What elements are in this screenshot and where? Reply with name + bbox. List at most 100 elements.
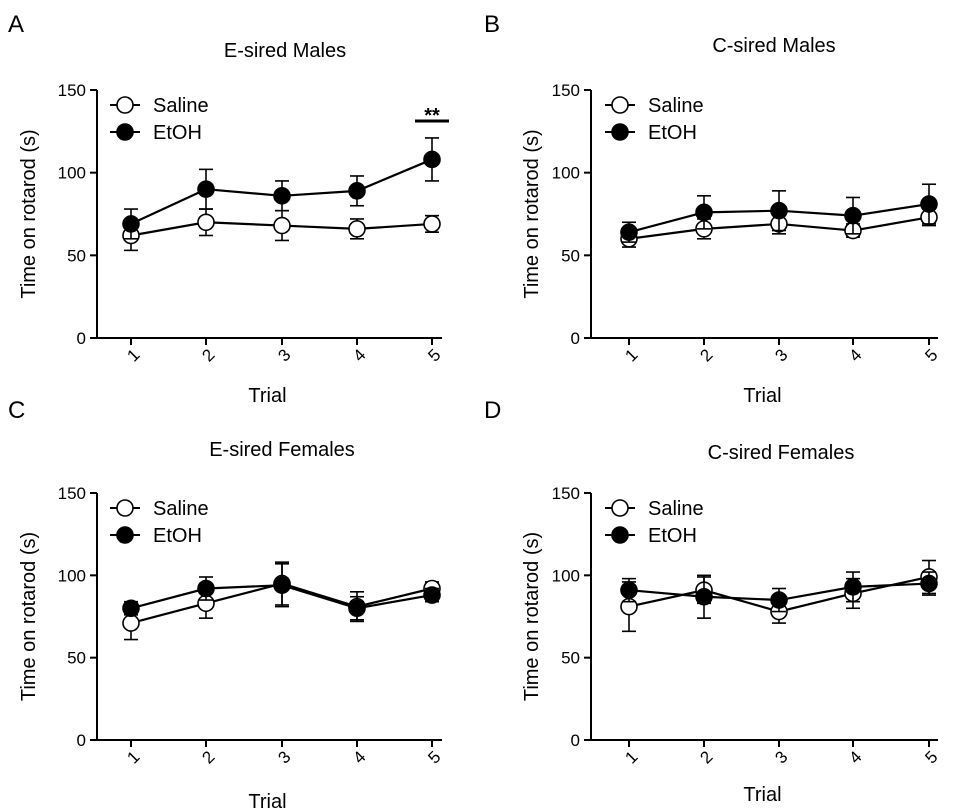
x-tick-label: 1: [621, 747, 641, 767]
chart-title: C-sired Females: [708, 442, 855, 464]
series-etoh: [620, 571, 938, 619]
y-tick-label: 150: [58, 81, 86, 100]
data-point-filled: [920, 574, 938, 593]
x-tick-label: 4: [845, 747, 865, 767]
y-tick-label: 100: [58, 566, 86, 585]
data-point-open: [273, 216, 291, 235]
x-axis-label: Trial: [743, 784, 781, 806]
x-tick-label: 1: [621, 345, 641, 365]
data-point-filled: [770, 201, 788, 220]
x-axis-label: Trial: [248, 791, 286, 811]
y-tick-label: 0: [571, 329, 580, 348]
legend: Saline EtOH: [605, 498, 704, 547]
x-tick-label: 2: [696, 345, 716, 365]
y-axis-label: Time on rotarod (s): [521, 532, 543, 701]
legend-marker: [116, 96, 134, 114]
panel-a: A E-sired Males 0 50 100 150 1 2 3 4 5 Time on rota…: [8, 11, 449, 407]
chart-title: C-sired Males: [712, 35, 835, 57]
x-tick-label: 5: [424, 345, 444, 365]
legend-label: Saline: [648, 95, 704, 117]
legend-label: EtOH: [648, 525, 697, 547]
panel-c: C E-sired Females 0 50 100 150 1 2 3 4 5 Time on ro…: [8, 397, 445, 811]
data-point-filled: [122, 599, 140, 618]
data-point-open: [122, 614, 140, 632]
series-etoh: [122, 137, 441, 240]
panel-letter: D: [484, 397, 501, 424]
data-point-filled: [844, 206, 862, 225]
panel-b: B C-sired Males 0 50 100 150 1 2 3 4 5 Time on rota…: [484, 11, 942, 407]
y-tick-label: 50: [67, 246, 86, 265]
series-saline: [122, 208, 441, 252]
x-tick-label: 5: [921, 747, 941, 767]
legend-label: Saline: [153, 95, 209, 117]
data-point-filled: [695, 203, 713, 222]
data-point-open: [348, 220, 366, 238]
x-tick-label: 2: [198, 747, 218, 767]
legend: Saline EtOH: [110, 95, 209, 144]
x-tick-label: 3: [771, 747, 791, 767]
legend-marker: [116, 499, 134, 517]
x-tick-label: 4: [349, 345, 369, 365]
y-tick-label: 150: [58, 484, 86, 503]
data-point-filled: [620, 223, 638, 241]
legend: Saline EtOH: [110, 498, 209, 547]
y-tick-label: 100: [58, 164, 86, 183]
x-tick-label: 4: [845, 345, 865, 365]
chart-title: E-sired Males: [224, 40, 346, 62]
data-point-filled: [423, 150, 441, 169]
data-point-filled: [273, 187, 291, 205]
y-axis-label: Time on rotarod (s): [521, 129, 543, 298]
panel-letter: B: [484, 11, 500, 38]
data-point-filled: [695, 587, 713, 606]
legend-label: Saline: [153, 498, 209, 520]
y-tick-label: 50: [67, 649, 86, 668]
y-tick-label: 50: [561, 649, 580, 668]
chart-title: E-sired Females: [209, 439, 355, 461]
data-point-filled: [770, 591, 788, 609]
data-point-filled: [423, 586, 441, 604]
legend-marker: [611, 96, 629, 114]
legend-marker: [116, 526, 134, 544]
y-tick-label: 100: [552, 164, 580, 183]
y-axis-label: Time on rotarod (s): [18, 532, 40, 701]
y-tick-label: 150: [552, 81, 580, 100]
data-point-filled: [348, 182, 366, 200]
x-tick-label: 5: [424, 747, 444, 767]
data-point-filled: [273, 576, 291, 595]
data-point-filled: [844, 578, 862, 596]
panel-d: D C-sired Females 0 50 100 150 1 2 3 4 5 Time on ro…: [484, 397, 942, 806]
data-point-open: [423, 215, 441, 233]
data-point-filled: [348, 599, 366, 618]
legend-label: Saline: [648, 498, 704, 520]
x-tick-label: 2: [696, 747, 716, 767]
panel-letter: A: [8, 11, 24, 38]
data-point-filled: [920, 195, 938, 213]
data-point-filled: [197, 180, 215, 198]
x-tick-label: 4: [349, 747, 369, 767]
y-tick-label: 50: [561, 246, 580, 265]
y-tick-label: 0: [77, 731, 86, 750]
y-tick-label: 150: [552, 484, 580, 503]
legend: Saline EtOH: [605, 95, 704, 144]
x-tick-label: 3: [771, 345, 791, 365]
x-tick-label: 5: [921, 345, 941, 365]
legend-marker: [116, 123, 134, 141]
legend-label: EtOH: [153, 122, 202, 144]
x-tick-label: 3: [274, 345, 294, 365]
panel-letter: C: [8, 397, 25, 424]
y-tick-label: 0: [571, 731, 580, 750]
legend-marker: [611, 526, 629, 544]
legend-marker: [611, 123, 629, 141]
y-tick-label: 0: [77, 329, 86, 348]
x-tick-label: 1: [123, 345, 143, 365]
y-axis-label: Time on rotarod (s): [18, 129, 40, 298]
x-axis-label: Trial: [248, 385, 286, 407]
series-etoh: [122, 563, 441, 621]
legend-label: EtOH: [648, 122, 697, 144]
data-point-filled: [620, 581, 638, 599]
data-point-filled: [122, 215, 140, 233]
x-tick-label: 2: [198, 345, 218, 365]
series-etoh: [620, 183, 938, 243]
data-point-filled: [197, 579, 215, 598]
